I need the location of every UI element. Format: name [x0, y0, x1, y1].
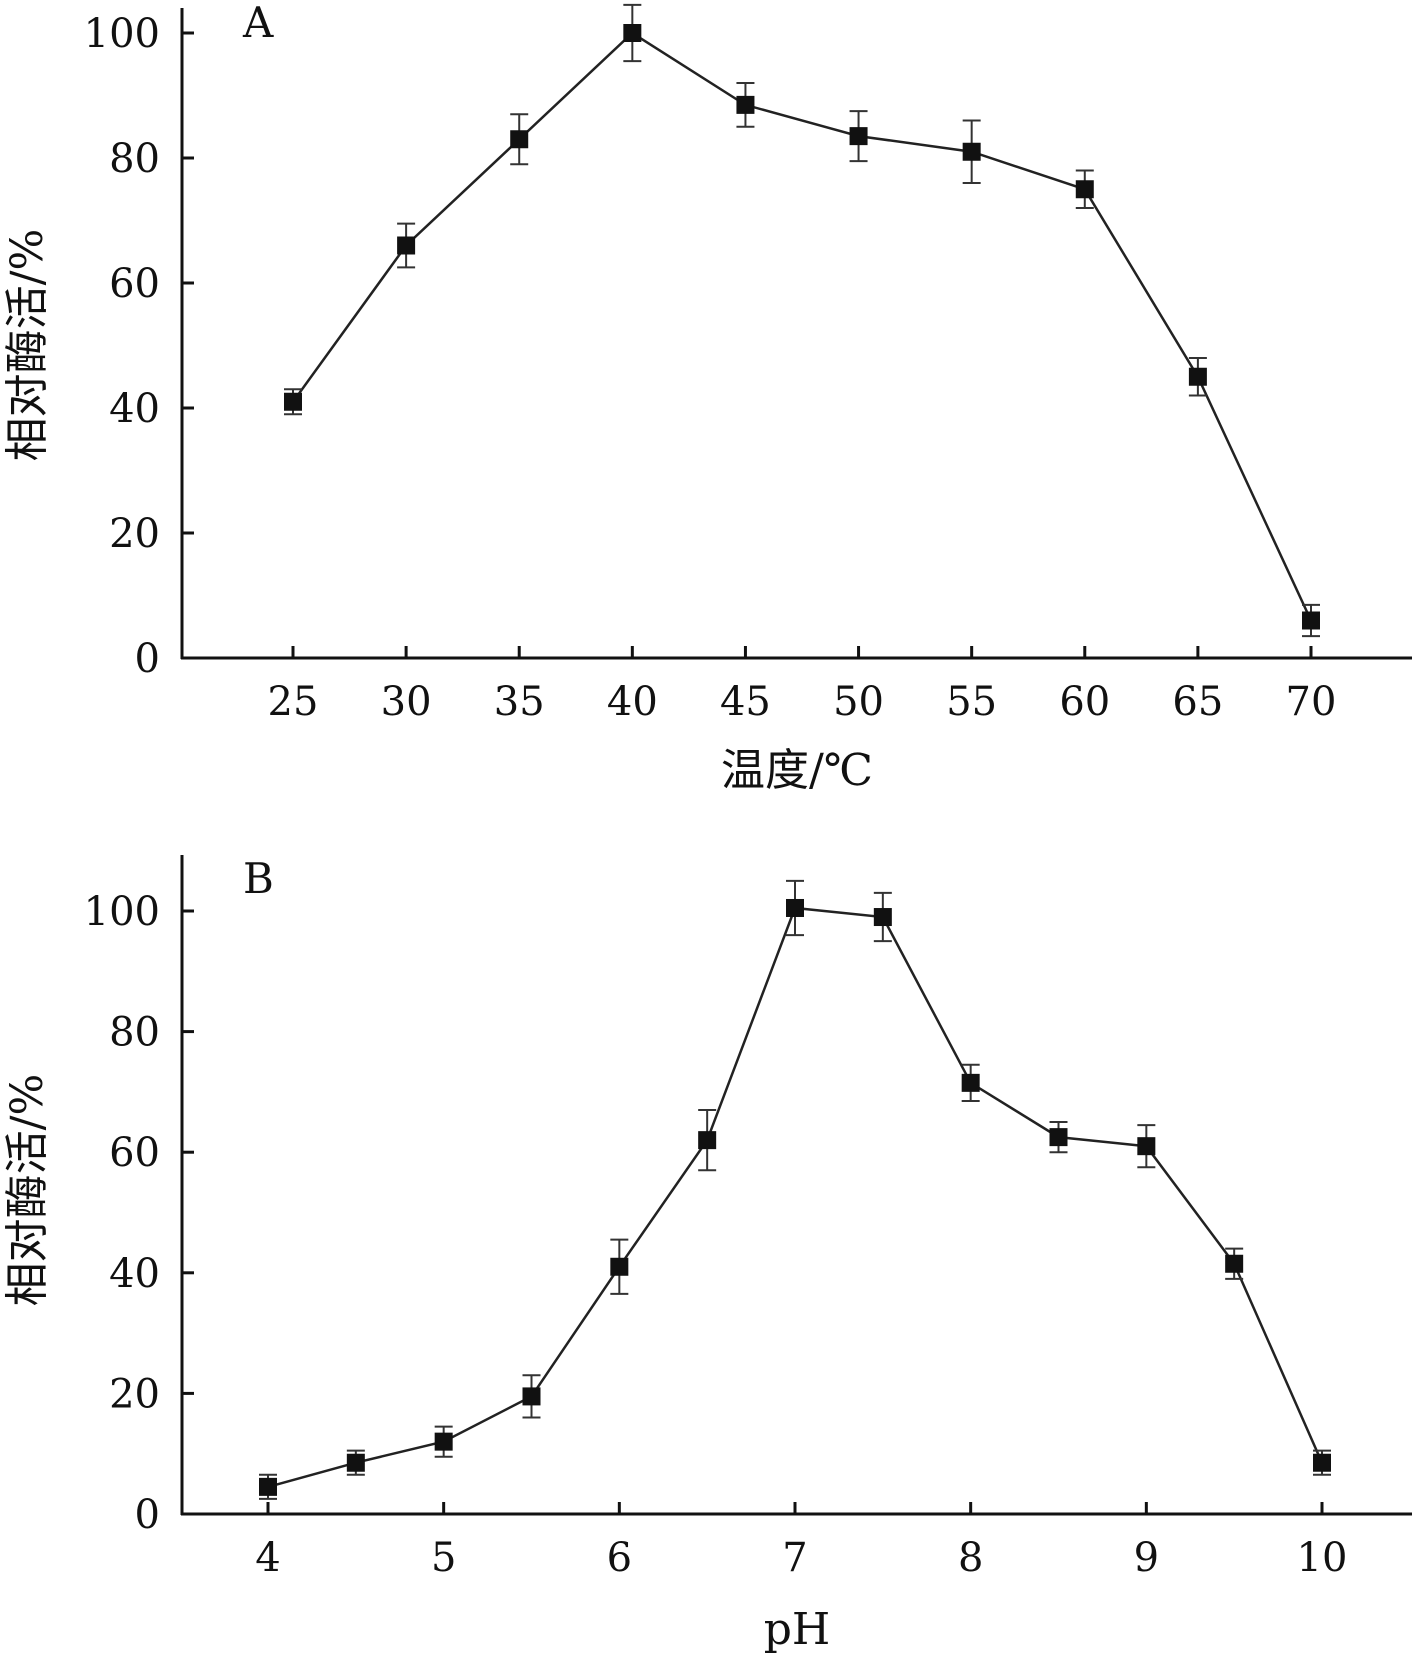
x-tick-label: 10 — [1297, 1535, 1348, 1581]
x-tick-label: 25 — [268, 679, 319, 725]
y-tick-label: 60 — [109, 261, 160, 307]
x-tick-label: 40 — [607, 679, 658, 725]
series-line — [267, 906, 1324, 1489]
x-tick-label: 55 — [946, 679, 997, 725]
panel-letter: A — [242, 0, 274, 47]
data-point — [1313, 1453, 1331, 1472]
data-point — [786, 898, 804, 917]
y-tick-label: 20 — [109, 511, 160, 557]
y-axis-label: 相对酶活/% — [2, 229, 53, 462]
x-tick-label: 8 — [958, 1535, 983, 1581]
y-tick-label: 0 — [135, 1492, 160, 1538]
data-point — [510, 130, 529, 149]
x-tick-label: 9 — [1134, 1535, 1159, 1581]
series-line — [291, 31, 1313, 622]
data-point — [1188, 367, 1207, 386]
data-point — [1049, 1128, 1068, 1147]
y-tick-label: 80 — [109, 1010, 160, 1056]
data-point — [698, 1131, 717, 1150]
x-axis-label: 温度/℃ — [721, 745, 873, 796]
x-tick-label: 70 — [1286, 679, 1337, 725]
y-tick-label: 20 — [109, 1371, 160, 1417]
chart-panel-a: 0 20 40 60 80 100 25 30 35 40 45 50 55 60 65 70 温度/℃ 相对酶活… — [2, 0, 1412, 796]
data-point — [284, 392, 302, 411]
x-tick-label: 6 — [607, 1535, 632, 1581]
data-point — [346, 1453, 365, 1472]
data-point — [610, 1257, 629, 1276]
x-tick-label: 65 — [1172, 679, 1223, 725]
data-point — [397, 236, 416, 255]
data-point — [259, 1477, 277, 1496]
x-tick-label: 60 — [1059, 679, 1110, 725]
x-tick-label: 7 — [782, 1535, 807, 1581]
x-tick-label: 45 — [720, 679, 771, 725]
y-tick-label: 40 — [109, 1251, 160, 1297]
data-point — [873, 908, 892, 927]
data-point — [434, 1432, 453, 1451]
y-tick-label: 80 — [109, 136, 160, 182]
x-tick-label: 50 — [833, 679, 884, 725]
y-tick-label: 40 — [109, 386, 160, 432]
data-point — [623, 24, 642, 42]
data-point — [522, 1387, 541, 1406]
data-point — [1137, 1137, 1156, 1156]
data-point — [1225, 1254, 1244, 1273]
data-point — [736, 95, 755, 114]
y-tick-label: 60 — [109, 1130, 160, 1176]
panel-letter: B — [243, 854, 274, 903]
data-point — [1302, 611, 1320, 630]
data-point — [849, 127, 868, 146]
y-tick-label: 100 — [84, 889, 160, 935]
x-tick-label: 4 — [255, 1535, 280, 1581]
x-tick-label: 30 — [381, 679, 432, 725]
data-point — [961, 1073, 980, 1092]
y-tick-label: 100 — [84, 11, 160, 57]
y-axis-label: 相对酶活/% — [2, 1074, 53, 1307]
data-point — [962, 142, 981, 161]
y-tick-label: 0 — [135, 636, 160, 682]
x-tick-label: 35 — [494, 679, 545, 725]
chart-panel-b: 0 20 40 60 80 100 4 5 6 7 8 9 10 pH 相对酶活/% B — [2, 854, 1412, 1655]
x-axis-label: pH — [764, 1604, 831, 1655]
x-tick-label: 5 — [431, 1535, 456, 1581]
data-point — [1075, 180, 1094, 199]
